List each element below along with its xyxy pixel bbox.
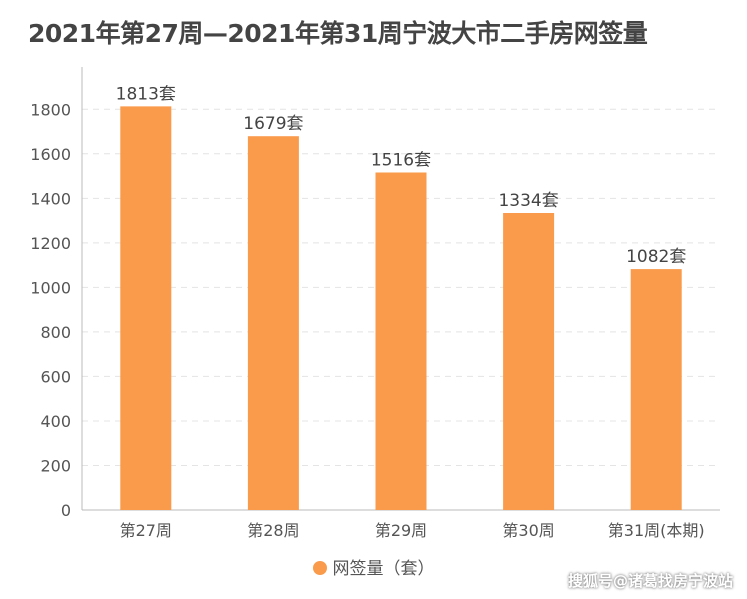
data-label: 1679套 [243, 114, 303, 134]
y-tick-label: 200 [40, 456, 71, 475]
x-tick-label: 第30周 [502, 521, 554, 540]
y-tick-label: 0 [61, 501, 71, 520]
y-tick-label: 800 [40, 323, 71, 342]
y-tick-label: 1400 [30, 189, 71, 208]
y-tick-label: 1200 [30, 234, 71, 253]
y-tick-label: 1800 [30, 100, 71, 119]
bar [120, 106, 172, 510]
watermark: 搜狐号@诸葛找房宁波站 [567, 572, 733, 590]
x-tick-label: 第31周(本期) [608, 521, 705, 540]
y-tick-label: 1600 [30, 145, 71, 164]
bar [503, 213, 555, 511]
y-tick-label: 1000 [30, 278, 71, 297]
chart-title: 2021年第27周—2021年第31周宁波大市二手房网签量 [28, 19, 648, 48]
y-tick-label: 400 [40, 412, 71, 431]
legend: 网签量（套） [0, 554, 747, 579]
x-tick-label: 第27周 [120, 521, 172, 540]
data-label: 1516套 [371, 150, 431, 170]
bar [630, 269, 682, 510]
data-label: 1082套 [626, 247, 686, 267]
y-tick-label: 600 [40, 367, 71, 386]
bar [247, 136, 299, 510]
legend-label: 网签量（套） [332, 559, 435, 579]
legend-swatch [312, 561, 327, 575]
x-tick-label: 第28周 [247, 521, 299, 540]
x-tick-label: 第29周 [375, 521, 427, 540]
data-label: 1334套 [498, 191, 558, 211]
bar [375, 172, 427, 510]
data-label: 1813套 [116, 84, 176, 104]
